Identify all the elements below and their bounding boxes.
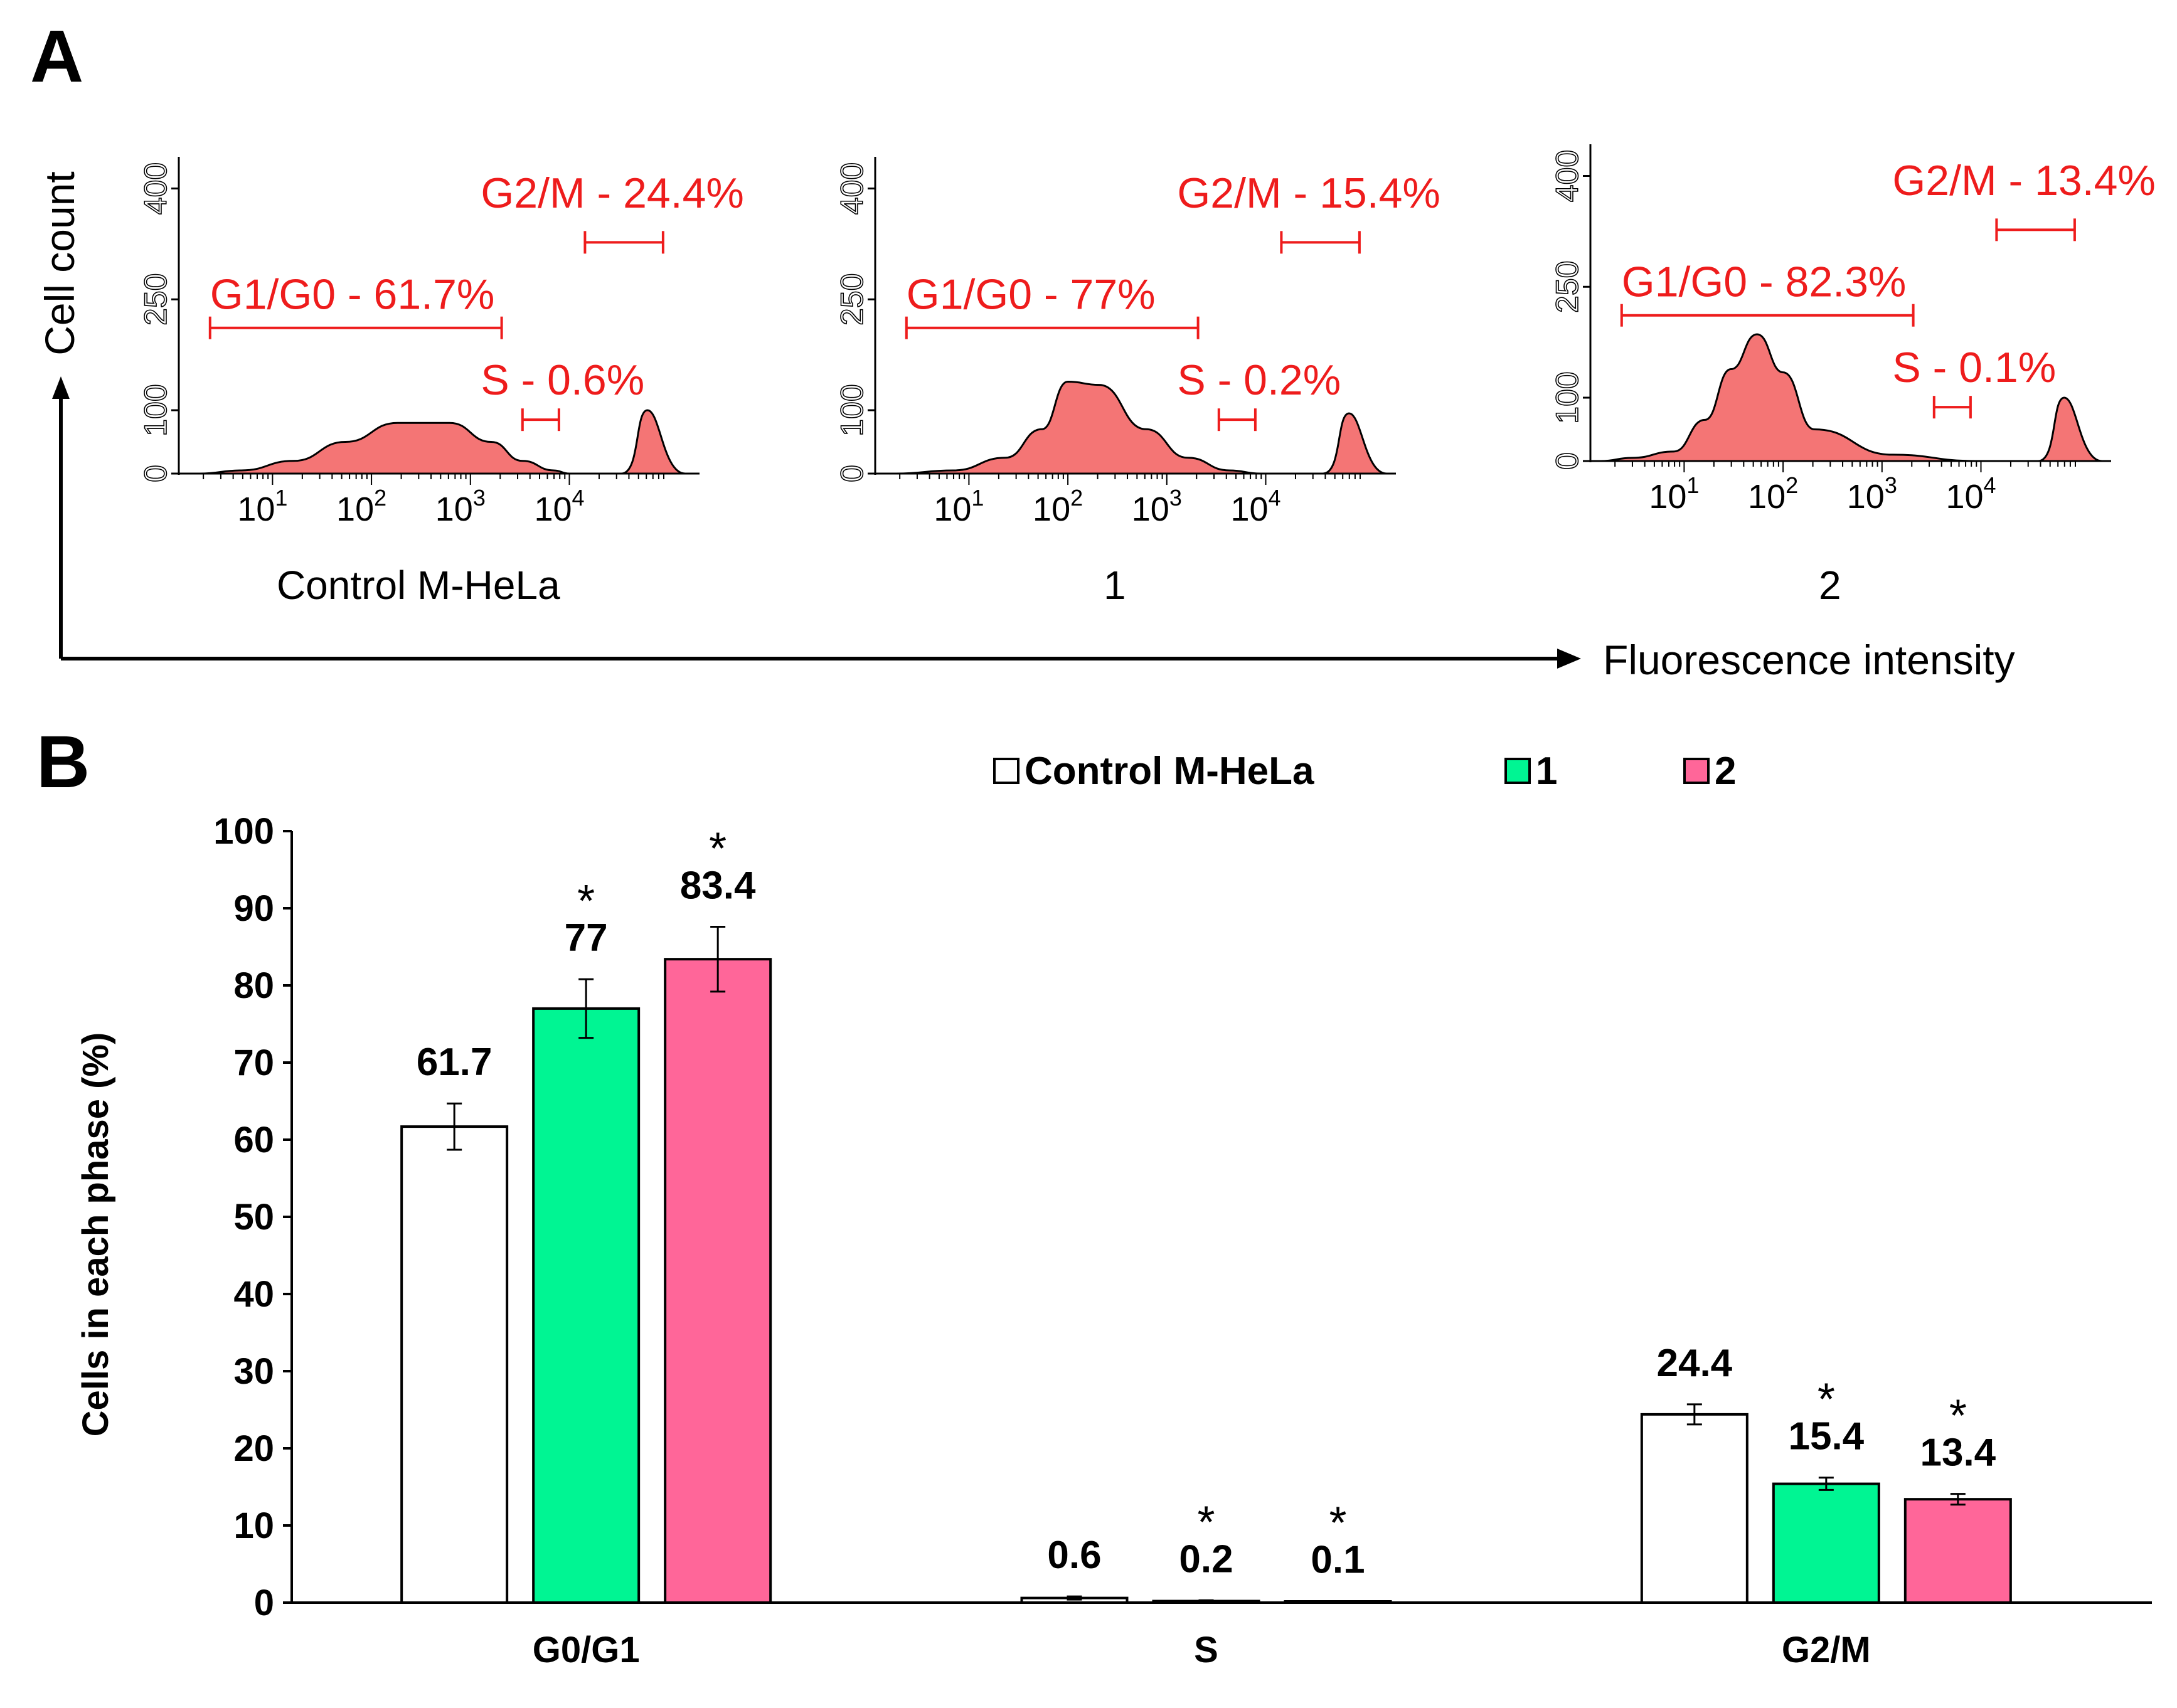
histogram-caption: 1 — [1104, 563, 1126, 608]
y-tick-label: 50 — [233, 1197, 274, 1238]
histogram-caption: 2 — [1819, 563, 1841, 608]
histogram-2: 0 100 250 400 101 102 103 104 G1/G0 - 77% S - 0.2… — [834, 157, 1440, 608]
data-label: 24.4 — [1656, 1342, 1732, 1385]
g2m-gate-label: G2/M - 15.4% — [1177, 169, 1440, 217]
cell-count-axis-label: Cell count — [36, 171, 83, 356]
histogram-3: 0 100 250 400 101 102 103 104 G1/G0 - 82.3% S - 0… — [1549, 144, 2156, 608]
y-tick-label: 100 — [213, 811, 274, 852]
significance-star: * — [1197, 1497, 1215, 1547]
s-gate-label: S - 0.1% — [1892, 344, 2056, 391]
histogram-1: 0 100 250 400 101 102 103 104 G1/G0 - 61.7% S - 0… — [137, 157, 744, 608]
s-gate-label: S - 0.2% — [1177, 356, 1341, 404]
histogram-y-tick-label: 100 — [1550, 371, 1585, 423]
histogram-y-tick-label: 400 — [138, 162, 173, 215]
y-tick-label: 40 — [233, 1274, 274, 1315]
histogram-curve — [189, 409, 695, 475]
histogram-x-tick-label: 103 — [1847, 472, 1897, 516]
y-tick-label: 30 — [233, 1351, 274, 1392]
histogram-x-tick-label: 104 — [534, 485, 584, 528]
histogram-x-tick-label: 104 — [1945, 472, 1996, 516]
bar-g0-g1-series-2 — [532, 1007, 641, 1604]
bar-chart-plot: 61.777* 83.4*0.6 0.2*0.1*24.415.4*13.4* — [400, 824, 2012, 1605]
data-label: 0.1 — [1311, 1539, 1365, 1582]
histogram-y-tick-label: 0 — [138, 465, 173, 482]
data-label: 13.4 — [1920, 1431, 1996, 1475]
y-tick-label: 80 — [233, 965, 274, 1006]
histogram-y-tick-label: 400 — [834, 162, 870, 215]
bar-g2-m-series-3 — [1903, 1498, 2012, 1604]
x-category-label: S — [1194, 1630, 1218, 1670]
histogram-curve — [885, 381, 1391, 475]
histogram-caption: Control M-HeLa — [277, 563, 560, 608]
y-tick-label: 20 — [233, 1428, 274, 1469]
significance-star: * — [1949, 1391, 1967, 1441]
fluorescence-axis-label: Fluorescence intensity — [1603, 637, 2015, 683]
histogram-curve — [1600, 333, 2106, 462]
bar-g0-g1-series-3 — [664, 958, 772, 1604]
histogram-x-tick-label: 103 — [1132, 485, 1182, 528]
significance-star: * — [1329, 1498, 1346, 1549]
histogram-x-tick-label: 104 — [1230, 485, 1280, 528]
histogram-y-tick-label: 250 — [138, 273, 173, 326]
panel-a: A Cell count Fluorescence intensity 0100… — [30, 15, 2156, 683]
legend-swatch-2 — [1504, 758, 1531, 784]
data-label: 15.4 — [1788, 1415, 1864, 1458]
bar-g0-g1-series-1 — [400, 1125, 509, 1604]
y-tick-label: 90 — [233, 888, 274, 929]
bar-g2-m-series-1 — [1640, 1413, 1749, 1604]
histogram-x-tick-label: 101 — [237, 485, 287, 528]
histogram-y-tick-label: 250 — [834, 273, 870, 326]
g1-gate-label: G1/G0 - 82.3% — [1622, 258, 1907, 305]
panel-a-label: A — [30, 15, 83, 98]
g2m-gate-label: G2/M - 13.4% — [1892, 157, 2156, 204]
histogram-x-tick-label: 102 — [1748, 472, 1798, 516]
histogram-y-tick-label: 100 — [138, 384, 173, 436]
significance-star: * — [1818, 1375, 1835, 1425]
histogram-y-tick-label: 400 — [1550, 150, 1585, 202]
histogram-y-tick-label: 0 — [1550, 452, 1585, 470]
g1-gate-label: G1/G0 - 77% — [907, 270, 1156, 318]
histogram-y-tick-label: 0 — [834, 465, 870, 482]
y-tick-label: 10 — [233, 1505, 274, 1546]
legend-swatch-3 — [1683, 758, 1710, 784]
g1-gate-label: G1/G0 - 61.7% — [210, 270, 495, 318]
g2m-gate-label: G2/M - 24.4% — [481, 169, 744, 217]
histogram-x-tick-label: 101 — [934, 485, 984, 528]
legend-label-3: 2 — [1715, 750, 1736, 793]
y-axis-label: Cells in each phase (%) — [75, 1032, 116, 1437]
y-tick-label: 60 — [233, 1120, 274, 1160]
legend-label-2: 1 — [1536, 750, 1557, 793]
data-label: 77 — [565, 916, 608, 960]
histogram-x-tick-label: 102 — [336, 485, 386, 528]
data-label: 0.2 — [1179, 1537, 1233, 1581]
x-category-label: G0/G1 — [533, 1630, 640, 1670]
legend-label-1: Control M-HeLa — [1025, 750, 1314, 793]
panel-b: B Cells in each phase (%) Control M-HeLa… — [36, 721, 2152, 1670]
significance-star: * — [577, 876, 595, 926]
y-tick-label: 70 — [233, 1042, 274, 1083]
x-category-label: G2/M — [1782, 1630, 1871, 1670]
histogram-x-tick-label: 101 — [1649, 472, 1699, 516]
legend-swatch-1 — [993, 758, 1019, 784]
data-label: 61.7 — [417, 1041, 492, 1084]
significance-star: * — [709, 824, 727, 874]
histogram-x-tick-label: 103 — [435, 485, 486, 528]
data-label: 83.4 — [680, 864, 756, 908]
data-label: 0.6 — [1047, 1534, 1101, 1577]
bar-g2-m-series-2 — [1772, 1482, 1880, 1605]
y-tick-label: 0 — [254, 1583, 274, 1623]
panel-b-label: B — [36, 721, 90, 804]
histogram-y-tick-label: 250 — [1550, 261, 1585, 313]
histogram-x-tick-label: 102 — [1033, 485, 1083, 528]
s-gate-label: S - 0.6% — [481, 356, 644, 404]
histogram-y-tick-label: 100 — [834, 384, 870, 436]
legend: Control M-HeLa 1 2 — [993, 750, 1736, 793]
